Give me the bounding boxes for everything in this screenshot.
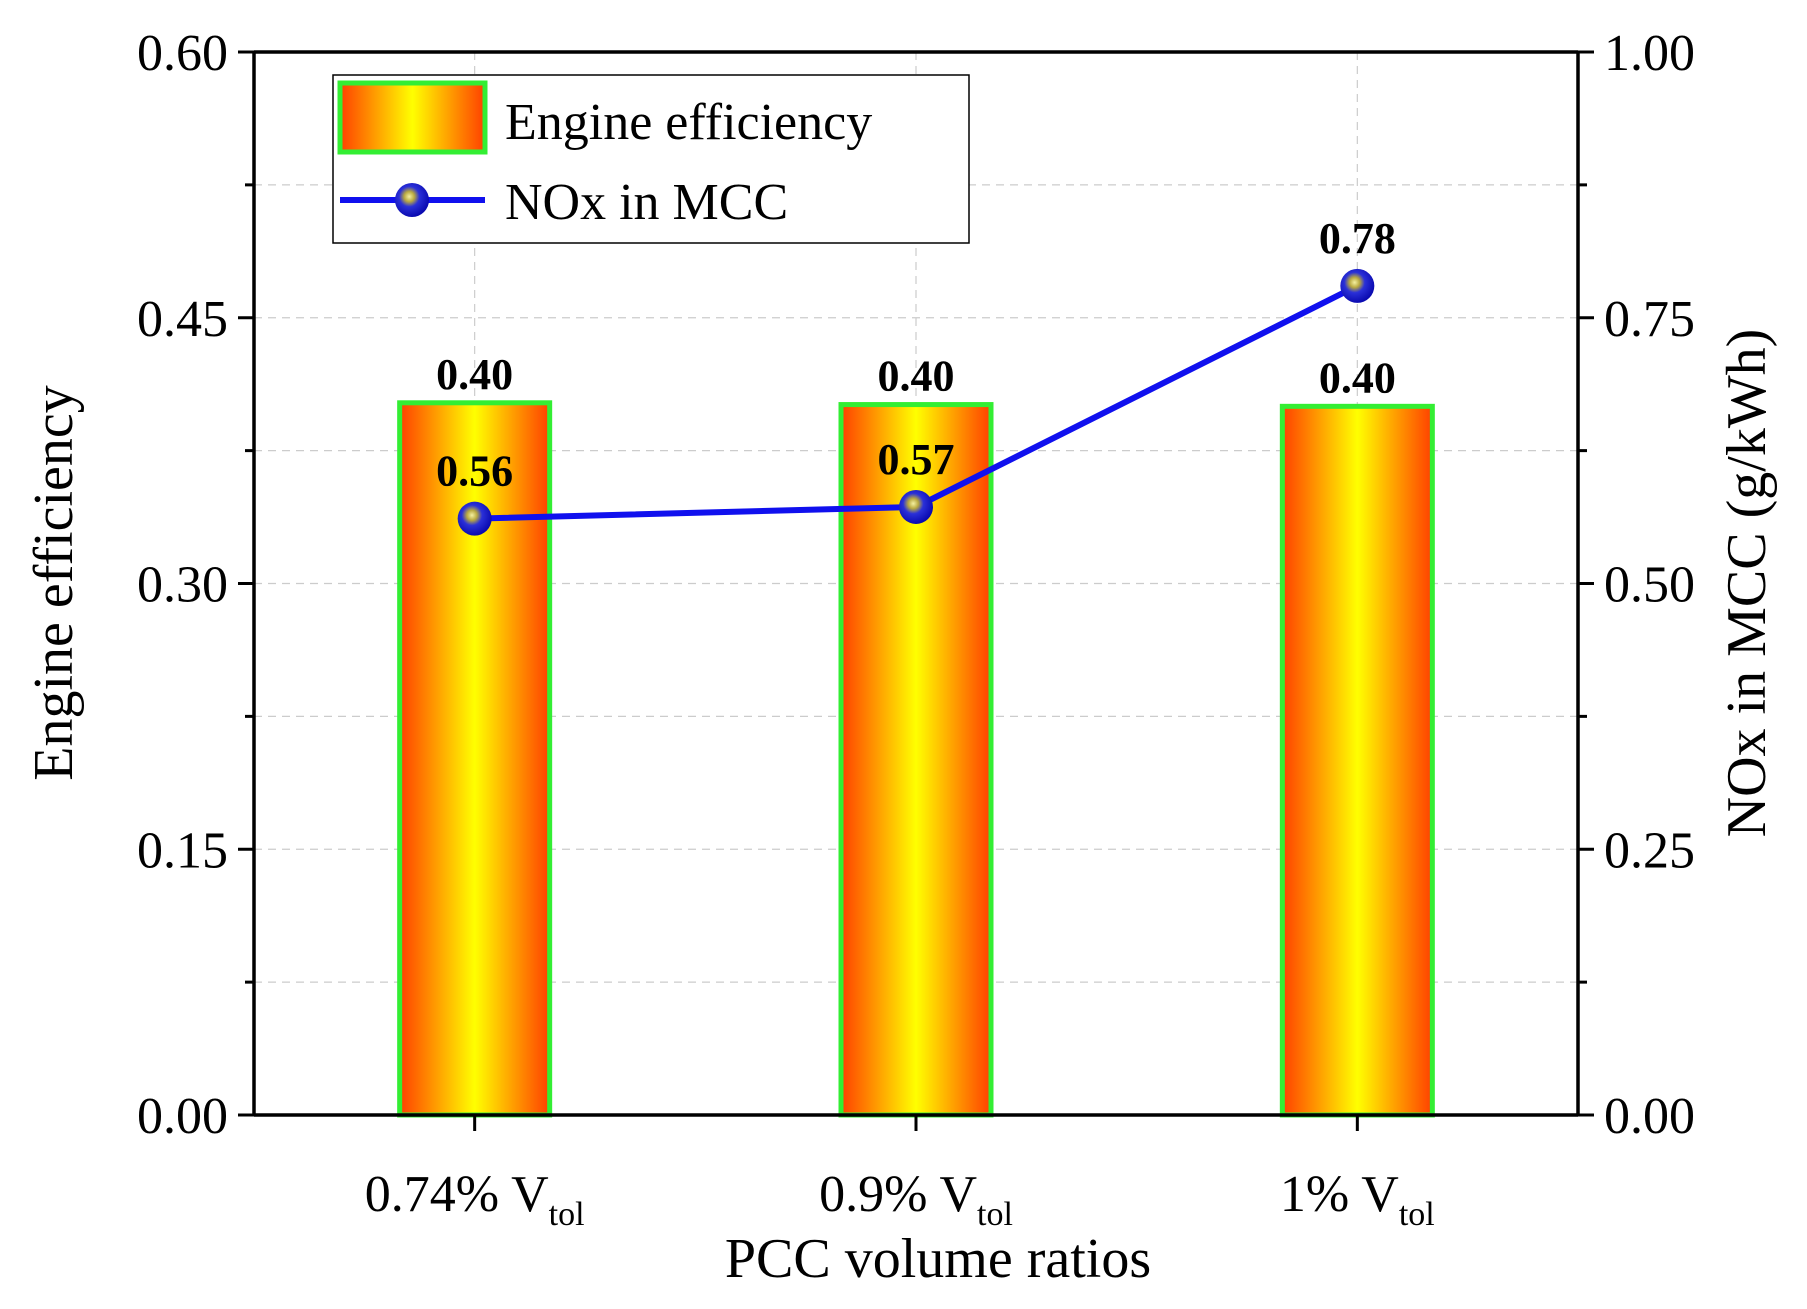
bar-data-label: 0.40: [1319, 353, 1396, 402]
y-right-tick-label: 0.75: [1604, 291, 1695, 348]
y-right-tick-label: 1.00: [1604, 25, 1695, 82]
x-tick-label: 0.9% Vtol: [819, 1166, 1013, 1233]
x-tick-label-main: 0.9% V: [819, 1166, 977, 1223]
legend-marker-swatch: [395, 183, 429, 217]
y-right-tick-label: 0.50: [1604, 557, 1695, 614]
y-axis-left-title: Engine efficiency: [23, 385, 85, 780]
x-tick-label: 1% Vtol: [1280, 1166, 1435, 1233]
data-labels: 0.40 0.40 0.40 0.56 0.57 0.78: [436, 214, 1396, 496]
bar-data-label: 0.40: [878, 352, 955, 401]
y-right-tick-label: 0.00: [1604, 1088, 1695, 1145]
x-tick-label-main: 0.74% V: [365, 1166, 549, 1223]
x-tick-label-subscript: tol: [549, 1196, 585, 1233]
legend: Engine efficiency NOx in MCC: [332, 74, 970, 244]
nox-marker: [1340, 268, 1375, 303]
x-axis-title: PCC volume ratios: [725, 1228, 1151, 1290]
nox-data-label: 0.78: [1319, 214, 1396, 263]
x-tick-label-main: 1% V: [1280, 1166, 1399, 1223]
y-left-tick-label: 0.00: [137, 1088, 228, 1145]
nox-data-label: 0.57: [878, 435, 955, 484]
y-left-tick-label: 0.60: [137, 25, 228, 82]
nox-marker: [457, 501, 492, 536]
nox-data-label: 0.56: [436, 447, 513, 496]
line-series: [457, 268, 1375, 536]
legend-label-efficiency: Engine efficiency: [505, 94, 872, 151]
x-tick-label-subscript: tol: [977, 1196, 1013, 1233]
legend-bar-swatch: [337, 80, 488, 155]
x-tick-label-subscript: tol: [1399, 1196, 1435, 1233]
y-axis-right-title: NOx in MCC (g/kWh): [1716, 329, 1778, 838]
axes: 0.00 0.15 0.30 0.45 0.60 0.00 0.25 0.50 0.75 1.00…: [137, 25, 1695, 1233]
y-left-tick-label: 0.30: [137, 557, 228, 614]
nox-marker: [899, 489, 933, 524]
bar: [1279, 403, 1435, 1118]
legend-label-nox: NOx in MCC: [505, 174, 788, 231]
y-left-tick-label: 0.45: [137, 291, 228, 348]
x-tick-label: 0.74% Vtol: [365, 1166, 585, 1233]
y-right-tick-label: 0.25: [1604, 822, 1695, 879]
y-left-tick-label: 0.15: [137, 822, 228, 879]
bar-data-label: 0.40: [436, 350, 513, 399]
